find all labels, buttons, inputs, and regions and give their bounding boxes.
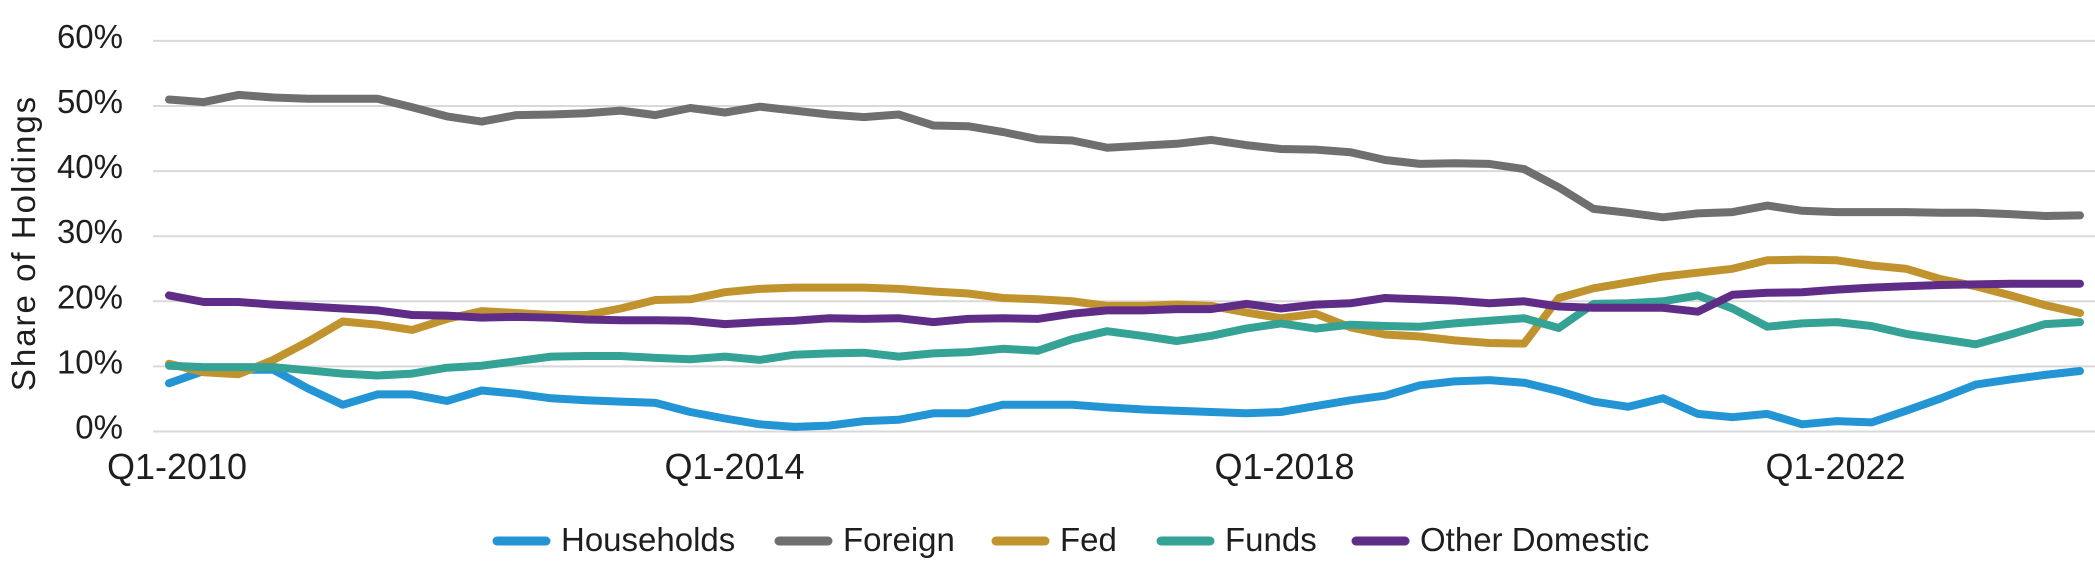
svg-text:50%: 50% <box>57 83 123 120</box>
svg-text:60%: 60% <box>57 18 123 55</box>
svg-text:20%: 20% <box>57 278 123 315</box>
svg-text:Funds: Funds <box>1225 521 1317 558</box>
svg-text:30%: 30% <box>57 213 123 250</box>
svg-text:40%: 40% <box>57 148 123 185</box>
svg-text:0%: 0% <box>75 409 123 446</box>
svg-text:Foreign: Foreign <box>843 521 955 558</box>
svg-text:Other Domestic: Other Domestic <box>1420 521 1649 558</box>
svg-text:Q1-2010: Q1-2010 <box>107 446 247 487</box>
svg-text:Fed: Fed <box>1060 521 1117 558</box>
svg-text:Q1-2014: Q1-2014 <box>664 446 804 487</box>
svg-text:Share of Holdings: Share of Holdings <box>5 95 42 391</box>
svg-text:Q1-2022: Q1-2022 <box>1765 446 1905 487</box>
svg-text:Q1-2018: Q1-2018 <box>1214 446 1354 487</box>
svg-text:Households: Households <box>561 521 735 558</box>
svg-text:10%: 10% <box>57 343 123 380</box>
